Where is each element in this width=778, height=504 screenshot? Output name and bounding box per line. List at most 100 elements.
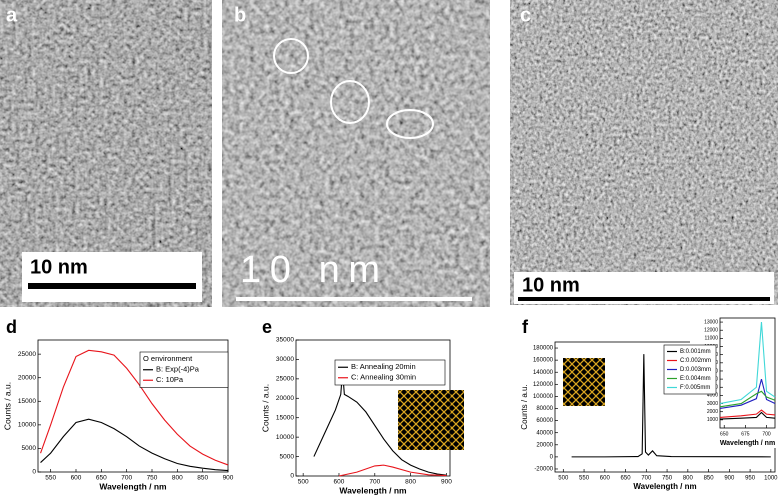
x-tick-label: 650 (621, 476, 632, 482)
scale-text: 10 nm (522, 274, 580, 296)
x-tick-label: 600 (71, 475, 82, 482)
x-tick-label: 950 (745, 476, 756, 482)
y-tick-label: 160000 (533, 358, 554, 364)
x-tick-label: 800 (172, 475, 183, 482)
x-tick-label: 800 (683, 476, 694, 482)
x-tick-label: 500 (558, 476, 569, 482)
x-tick-label: 700 (369, 479, 380, 486)
line-series (571, 354, 771, 458)
scale-bar (236, 297, 472, 301)
line-series (40, 418, 229, 472)
y-axis-label: Counts / a.u. (2, 382, 12, 430)
y-tick-label: 15000 (18, 398, 36, 405)
y-tick-label: 0 (290, 473, 294, 480)
y-tick-label: 25000 (18, 351, 36, 358)
tem-images: 10 nm 10 nm 10 nm a b c (0, 0, 778, 307)
y-tick-label: 15000 (276, 414, 294, 421)
y-tick-label: 10000 (18, 422, 36, 429)
x-tick-label: 700 (641, 476, 652, 482)
legend-entry: B: Exp(-4)Pa (156, 365, 200, 374)
legend-entry: C:0.002mm (680, 358, 711, 364)
y-tick-label: 5000 (22, 445, 37, 452)
line-series (719, 409, 776, 418)
scale-box (22, 252, 202, 302)
panel-label: a (6, 4, 18, 26)
legend-entry: D:0.003mm (680, 367, 711, 373)
scale-bar (518, 297, 770, 301)
molecule-image (563, 358, 605, 406)
y-tick-label: 30000 (276, 356, 294, 363)
y-tick-label: 0 (32, 469, 36, 476)
x-axis-label: Wavelength / nm (720, 440, 775, 447)
panel-label: f (522, 317, 529, 337)
y-tick-label: 11000 (704, 336, 718, 342)
circle-marker (386, 109, 434, 139)
x-tick-label: 650 (720, 431, 729, 437)
legend-entry: B: Annealing 20min (351, 362, 416, 371)
tem-image-c (510, 0, 778, 305)
panel-label: b (234, 4, 246, 26)
y-tick-label: 5000 (280, 453, 295, 460)
x-tick-label: 900 (223, 475, 234, 482)
panel-label: d (6, 317, 17, 337)
y-tick-label: 20000 (276, 395, 294, 402)
x-tick-label: 900 (724, 476, 735, 482)
x-tick-label: 550 (579, 476, 590, 482)
y-tick-label: 3000 (707, 401, 718, 407)
x-tick-label: 850 (704, 476, 715, 482)
x-axis-label: Wavelength / nm (99, 481, 167, 491)
plot-frame (295, 339, 451, 477)
scale-text: 10 nm (240, 249, 380, 291)
legend-entry: F:0.005mm (680, 385, 710, 391)
line-series (719, 322, 776, 405)
plot-frame (719, 317, 776, 429)
x-axis-label: Wavelength / nm (339, 485, 407, 495)
x-tick-label: 600 (600, 476, 611, 482)
x-tick-label: 500 (298, 479, 309, 486)
y-tick-label: 4000 (707, 393, 718, 399)
y-tick-label: 25000 (276, 376, 294, 383)
y-tick-label: 13000 (704, 319, 718, 325)
panel-label: e (262, 317, 272, 337)
x-tick-label: 550 (45, 475, 56, 482)
legend-box (334, 359, 446, 386)
circle-marker (330, 80, 370, 124)
tem-image-b (222, 0, 490, 307)
line-series (40, 349, 229, 466)
line-series (719, 411, 776, 420)
y-tick-label: 120000 (533, 382, 554, 388)
x-tick-label: 750 (662, 476, 673, 482)
y-tick-label: 140000 (533, 370, 554, 376)
x-tick-label: 675 (741, 431, 750, 437)
y-tick-label: 35000 (276, 337, 294, 344)
line-series (338, 464, 447, 477)
y-tick-label: 12000 (704, 328, 718, 334)
x-tick-label: 650 (96, 475, 107, 482)
panel-label: c (520, 4, 531, 26)
line-series (719, 378, 776, 409)
y-axis-label: Counts / a.u. (520, 384, 529, 429)
x-tick-label: 800 (405, 479, 416, 486)
y-axis-label: Counts / a.u. (260, 384, 270, 432)
y-tick-label: 10000 (276, 434, 294, 441)
y-tick-label: 80000 (536, 406, 553, 412)
legend-entry: C: Annealing 30min (351, 373, 416, 382)
x-tick-label: 900 (441, 479, 452, 486)
y-tick-label: 20000 (18, 374, 36, 381)
y-tick-label: 2000 (707, 409, 718, 415)
y-tick-label: 180000 (533, 346, 554, 352)
legend-box (139, 351, 229, 388)
scale-bar (28, 283, 196, 289)
x-tick-label: 600 (334, 479, 345, 486)
y-tick-label: 0 (550, 454, 554, 460)
line-series (719, 390, 776, 408)
x-axis-label: Wavelength / nm (633, 482, 696, 491)
legend-entry: E:0.004mm (680, 376, 711, 382)
plot-frame (37, 339, 229, 473)
x-tick-label: 1000 (764, 476, 778, 482)
legend-entry: B:0.001mm (680, 349, 711, 355)
legend-entry: C: 10Pa (156, 375, 184, 384)
y-tick-label: 1000 (707, 417, 718, 423)
